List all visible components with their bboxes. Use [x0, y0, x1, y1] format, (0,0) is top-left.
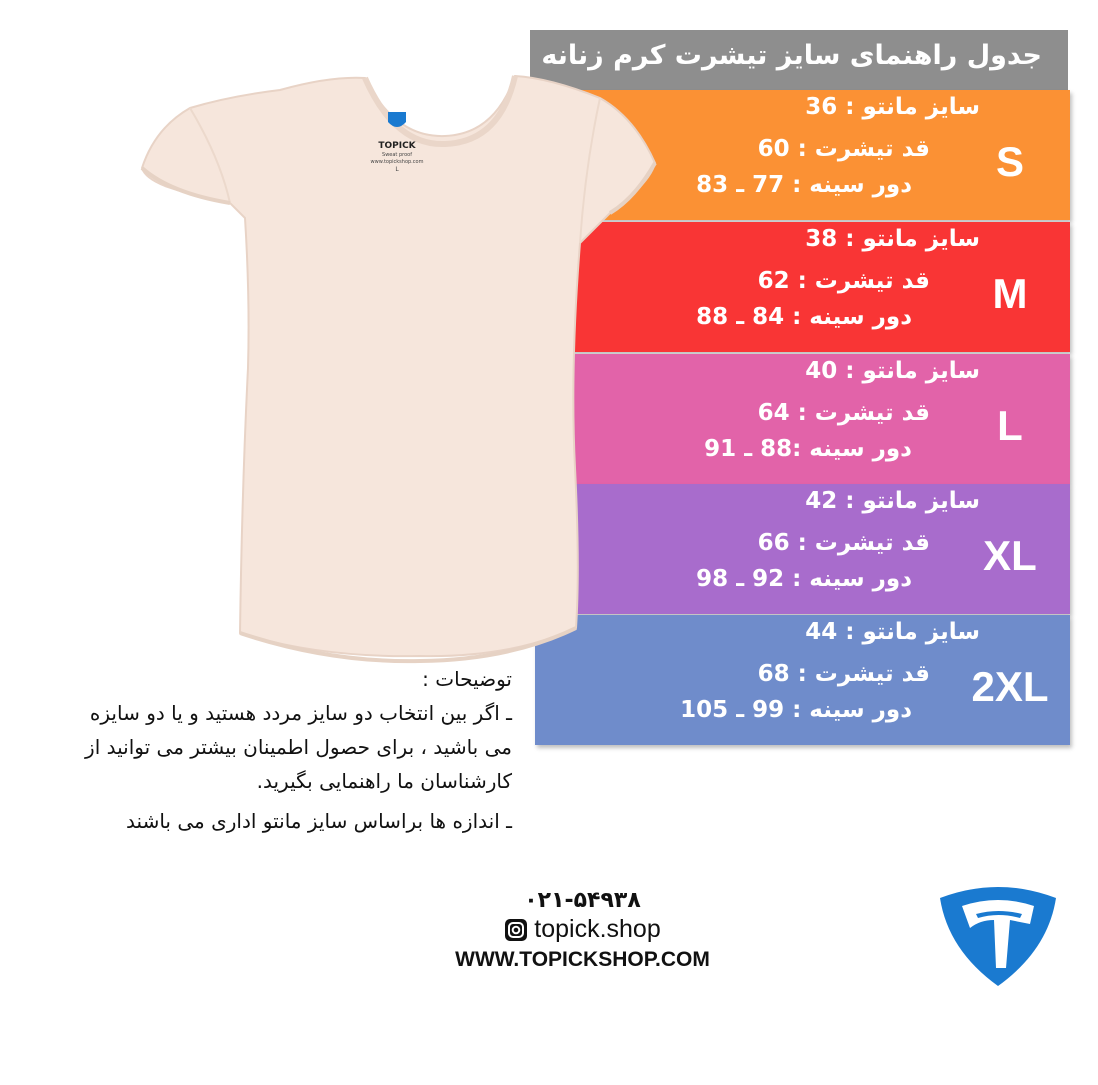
label-size: L: [395, 166, 399, 173]
chest-range: دور سینه :88 ـ 91: [704, 436, 912, 462]
size-label: XL: [983, 532, 1037, 579]
label-sub: Sweat proof: [382, 152, 412, 158]
shirt-length: قد تیشرت : 64: [757, 400, 930, 426]
chest-range: دور سینه : 99 ـ 105: [680, 697, 912, 723]
manto-size: سایز مانتو : 40: [805, 358, 980, 384]
note-item: ـ اندازه ها براساس سایز مانتو اداری می ب…: [126, 809, 512, 833]
shirt-length: قد تیشرت : 68: [757, 661, 930, 687]
size-row-xl: سایز مانتو : 42 قد تیشرت : 66 دور سینه :…: [535, 484, 1070, 614]
size-row-2xl: سایز مانتو : 44 قد تیشرت : 68 دور سینه :…: [535, 615, 1070, 745]
chest-range: دور سینه : 92 ـ 98: [696, 566, 912, 592]
size-label: S: [995, 138, 1024, 185]
shirt-length: قد تیشرت : 66: [757, 530, 930, 556]
label-brand: TOPICK: [378, 141, 416, 151]
shirt-label: TOPICK Sweat proof www.topickshop.com L: [371, 112, 424, 173]
contact-info: ۰۲۱-۵۴۹۳۸ topick.shop WWW.TOPICKSHOP.COM: [440, 888, 725, 972]
shirt-length: قد تیشرت : 62: [757, 268, 930, 294]
phone-number: ۰۲۱-۵۴۹۳۸: [524, 888, 641, 913]
size-label: 2XL: [971, 663, 1049, 710]
note-item: ـ اگر بین انتخاب دو سایز مردد هستید و یا…: [85, 701, 512, 793]
instagram-icon: [505, 918, 528, 941]
notes: توضیحات : ـ اگر بین انتخاب دو سایز مردد …: [60, 662, 512, 838]
shirt-length: قد تیشرت : 60: [757, 136, 930, 162]
size-label: L: [997, 402, 1023, 449]
manto-size: سایز مانتو : 42: [805, 488, 980, 514]
instagram-handle[interactable]: topick.shop: [534, 915, 661, 943]
size-label: M: [992, 270, 1028, 317]
website-link[interactable]: WWW.TOPICKSHOP.COM: [455, 948, 710, 971]
manto-size: سایز مانتو : 44: [805, 619, 980, 645]
size-row-l: سایز مانتو : 40 قد تیشرت : 64 دور سینه :…: [535, 354, 1070, 484]
notes-heading: توضیحات :: [422, 667, 512, 691]
chest-range: دور سینه : 84 ـ 88: [696, 304, 912, 330]
topick-logo: [940, 887, 1056, 986]
chest-range: دور سینه : 77 ـ 83: [696, 172, 912, 198]
tshirt-image: TOPICK Sweat proof www.topickshop.com L: [140, 74, 657, 664]
size-row-m: سایز مانتو : 38 قد تیشرت : 62 دور سینه :…: [535, 222, 1070, 352]
manto-size: سایز مانتو : 38: [805, 226, 980, 252]
label-site: www.topickshop.com: [371, 159, 424, 165]
manto-size: سایز مانتو : 36: [805, 94, 980, 120]
page-title: جدول راهنمای سایز تیشرت کرم زنانه: [530, 30, 1068, 90]
